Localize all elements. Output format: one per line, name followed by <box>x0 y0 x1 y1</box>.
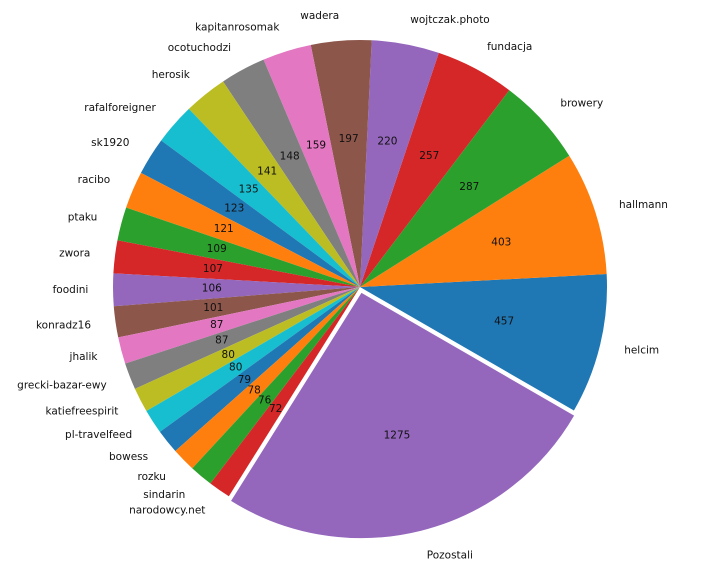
slice-value-label: 1275 <box>384 430 411 442</box>
slice-name-label: rafalforeigner <box>84 102 156 114</box>
slice-name-label: wojtczak.photo <box>410 14 489 26</box>
slice-name-label: ocotuchodzi <box>168 42 231 54</box>
slice-value-label: 80 <box>229 362 242 374</box>
slice-value-label: 121 <box>214 223 234 235</box>
pie-slice-herosik <box>188 81 360 287</box>
slice-value-label: 197 <box>339 133 359 145</box>
slice-name-label: bowess <box>109 451 148 463</box>
slice-name-label: hallmann <box>619 199 668 211</box>
slice-value-label: 148 <box>280 151 300 163</box>
slice-name-label: herosik <box>152 69 191 81</box>
pie-slice-wojtczak-photo <box>360 40 439 288</box>
slice-name-label: pl-travelfeed <box>65 429 132 441</box>
pie-slice-bowess <box>159 287 360 451</box>
slice-name-label: wadera <box>300 10 339 22</box>
slice-value-label: 87 <box>210 319 223 331</box>
slice-name-label: jhalik <box>69 351 99 363</box>
pie-slice-pozostali <box>229 290 577 540</box>
pie-slice-helcim <box>360 274 607 411</box>
slice-value-label: 220 <box>377 135 397 147</box>
pie-slice-kapitanrosomak <box>263 44 360 287</box>
slice-value-label: 257 <box>419 150 439 162</box>
slice-name-label: katiefreespirit <box>45 405 118 417</box>
slice-value-label: 106 <box>202 283 222 295</box>
slice-name-label: ptaku <box>68 211 98 223</box>
slice-name-label: sk1920 <box>91 137 129 149</box>
pie-slice-sk1920 <box>140 140 360 287</box>
pie-slice-jhalik <box>118 287 360 364</box>
pie-slice-racibo <box>126 172 361 287</box>
slice-name-label: konradz16 <box>36 319 91 331</box>
slice-value-label: 101 <box>203 302 223 314</box>
slice-value-label: 457 <box>494 316 514 328</box>
slice-value-label: 109 <box>207 243 227 255</box>
pie-slice-ocotuchodzi <box>223 59 360 287</box>
pie-slice-hallmann <box>360 155 607 287</box>
pie-slice-ptaku <box>117 207 360 287</box>
pie-slice-zwora <box>113 240 361 287</box>
pie-slice-rozku <box>175 287 360 469</box>
pie-slice-narodowcy-net <box>210 287 360 497</box>
pie-slice-katiefreespirit <box>134 287 360 411</box>
slice-value-label: 135 <box>239 183 259 195</box>
slice-value-label: 87 <box>215 335 228 347</box>
slice-name-label: browery <box>560 98 603 110</box>
slice-value-label: 78 <box>247 385 260 397</box>
slice-name-label: narodowcy.net <box>129 504 205 516</box>
slice-value-label: 72 <box>269 403 282 415</box>
slice-value-label: 159 <box>306 139 326 151</box>
slice-value-label: 141 <box>257 165 277 177</box>
pie-slice-rafalforeigner <box>161 108 360 287</box>
pie-slice-browery <box>360 90 570 287</box>
slice-name-label: racibo <box>78 174 111 186</box>
pie-slice-pl-travelfeed <box>146 287 360 432</box>
pie-slice-fundacja <box>360 52 510 288</box>
slice-name-label: fundacja <box>487 41 532 53</box>
slice-name-label: helcim <box>624 344 659 356</box>
pie-slice-konradz16 <box>113 287 360 338</box>
slice-name-label: sindarin <box>143 489 185 501</box>
slice-value-label: 79 <box>238 374 251 386</box>
slice-value-label: 287 <box>459 181 479 193</box>
slice-name-label: rozku <box>138 471 166 483</box>
slice-name-label: Pozostali <box>427 550 473 562</box>
pie-slice-grecki-bazar-ewy <box>125 287 360 389</box>
slice-name-label: kapitanrosomak <box>195 22 280 34</box>
slice-name-label: foodini <box>53 284 89 296</box>
slice-value-label: 76 <box>258 394 272 406</box>
slice-name-label: zwora <box>59 248 90 260</box>
slice-value-label: 107 <box>203 263 223 275</box>
pie-slice-foodini <box>113 273 361 307</box>
slice-value-label: 123 <box>224 203 244 215</box>
pie-slice-sindarin <box>192 287 360 484</box>
slice-name-label: grecki-bazar-ewy <box>17 379 107 391</box>
pie-slice-wadera <box>310 39 372 287</box>
slice-value-label: 80 <box>222 349 235 361</box>
slice-value-label: 403 <box>491 236 511 248</box>
